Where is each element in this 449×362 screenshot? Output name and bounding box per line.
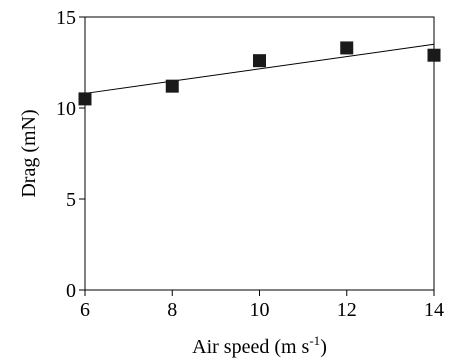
- data-point: [427, 48, 441, 62]
- x-axis-label-superscript: -1: [309, 333, 320, 348]
- points-layer: [78, 41, 441, 106]
- y-axis-label: Drag (mN): [18, 109, 40, 197]
- y-tick-label: 10: [56, 98, 76, 120]
- x-tick-label: 8: [167, 299, 177, 321]
- x-axis-label-suffix: ): [320, 336, 327, 358]
- data-point: [78, 92, 92, 106]
- y-tick-label: 5: [66, 189, 76, 211]
- trendline: [84, 43, 435, 94]
- ticks-layer: 6 8 10 12 14 0 5 10 15: [56, 7, 444, 321]
- x-tick-label: 10: [250, 299, 270, 321]
- x-tick-label: 6: [80, 299, 90, 321]
- y-tick-label: 0: [66, 280, 76, 302]
- data-point: [253, 54, 266, 68]
- y-tick-label: 15: [56, 7, 76, 29]
- data-point: [340, 41, 354, 55]
- x-axis-label: Air speed (m s-1): [192, 333, 327, 358]
- x-axis-label-prefix: Air speed (m s: [192, 336, 309, 358]
- x-tick-label: 14: [424, 299, 444, 321]
- x-tick-label: 12: [337, 299, 357, 321]
- data-point: [165, 79, 179, 93]
- trendline-layer: [84, 43, 435, 94]
